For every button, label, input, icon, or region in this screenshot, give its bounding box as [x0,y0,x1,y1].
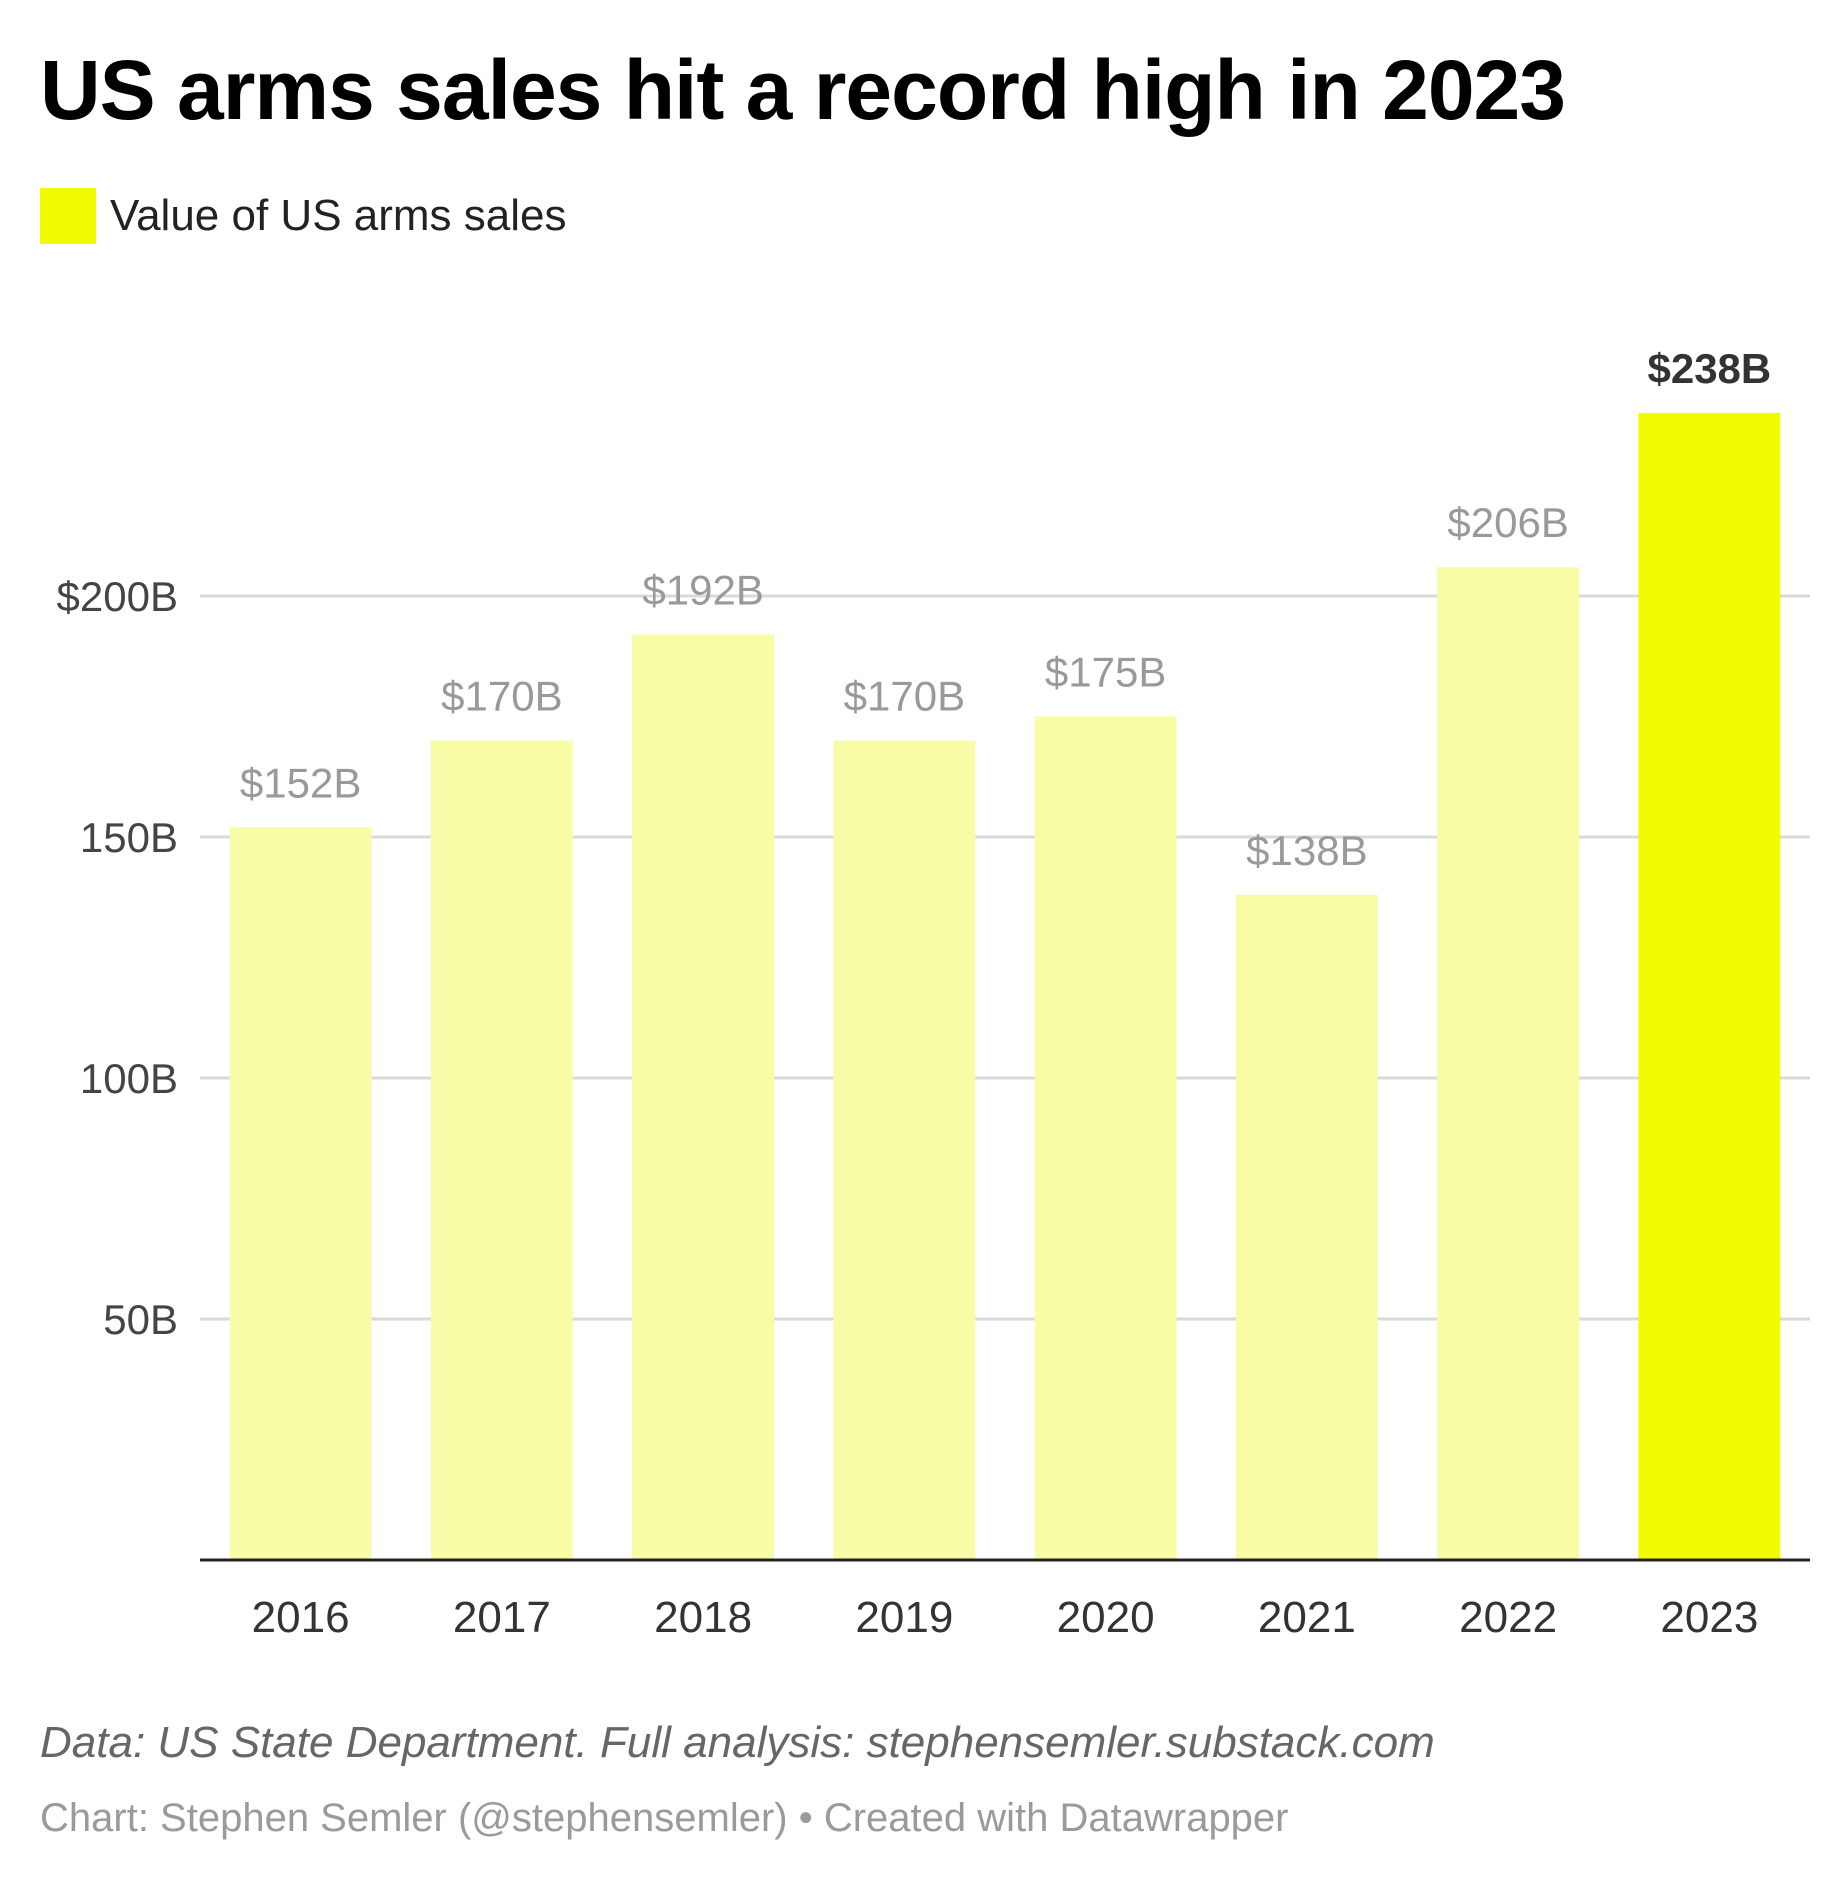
data-label: $192B [642,567,763,614]
legend: Value of US arms sales [40,188,566,244]
source-note: Data: US State Department. Full analysis… [40,1718,1435,1767]
data-label: $138B [1246,827,1367,874]
legend-label: Value of US arms sales [110,191,567,240]
legend-swatch [40,188,96,244]
data-label: $175B [1045,649,1166,696]
bar [430,740,573,1560]
y-tick-label: $200B [57,573,178,620]
data-label: $238B [1647,345,1771,392]
bar [1235,894,1378,1560]
x-tick-label: 2017 [453,1593,551,1642]
x-tick-label: 2018 [654,1593,752,1642]
bar [833,740,976,1560]
bar [1034,716,1177,1560]
bar [229,827,372,1560]
chart-title: US arms sales hit a record high in 2023 [40,43,1566,137]
data-label: $152B [240,759,361,806]
data-label: $170B [441,673,562,720]
x-tick-label: 2019 [855,1593,953,1642]
data-label: $206B [1447,499,1568,546]
y-tick-label: 100B [80,1055,178,1102]
x-tick-label: 2021 [1258,1593,1356,1642]
data-label: $170B [844,673,965,720]
x-tick-label: 2022 [1459,1593,1557,1642]
bar [1437,567,1580,1560]
x-tick-label: 2023 [1660,1593,1758,1642]
y-tick-label: 150B [80,814,178,861]
bar [1638,412,1781,1561]
bar [632,634,775,1560]
x-tick-label: 2016 [252,1593,350,1642]
y-tick-label: 50B [103,1296,178,1343]
x-tick-label: 2020 [1057,1593,1155,1642]
credit-line: Chart: Stephen Semler (@stephensemler) •… [40,1796,1289,1840]
